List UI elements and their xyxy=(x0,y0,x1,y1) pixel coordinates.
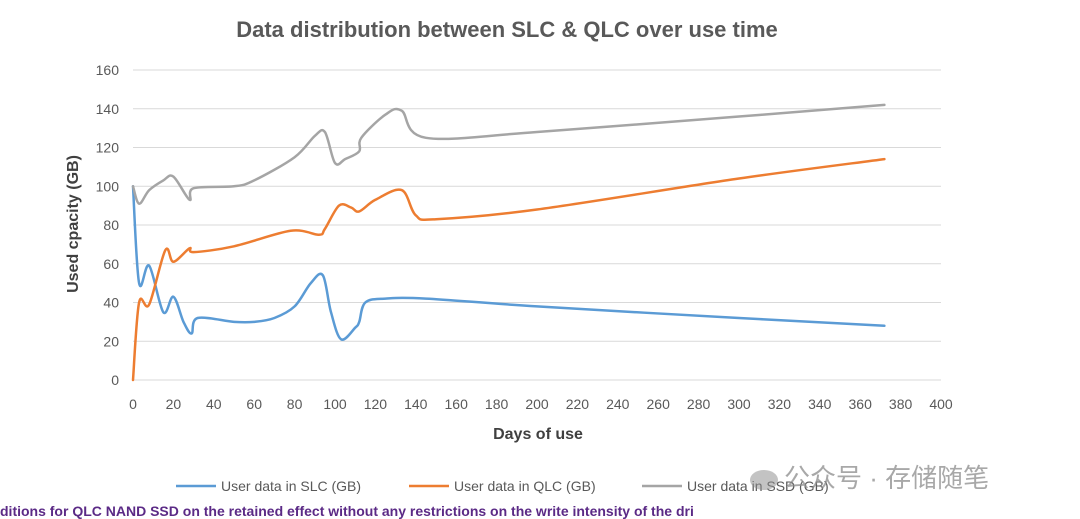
x-tick-label: 300 xyxy=(727,396,751,412)
x-tick-label: 100 xyxy=(323,396,347,412)
x-tick-label: 0 xyxy=(129,396,137,412)
y-tick-label: 60 xyxy=(103,256,119,272)
legend-label-qlc: User data in QLC (GB) xyxy=(454,478,596,494)
series-lines xyxy=(131,103,886,382)
series-line-qlc xyxy=(131,157,886,382)
y-tick-label: 20 xyxy=(103,333,119,349)
series-line-slc xyxy=(131,185,886,341)
x-tick-label: 20 xyxy=(166,396,182,412)
x-tick-label: 180 xyxy=(485,396,509,412)
x-tick-label: 40 xyxy=(206,396,222,412)
watermark-text: 公众号 · 存储随笔 xyxy=(784,463,990,493)
y-tick-label: 0 xyxy=(111,372,119,388)
x-tick-label: 340 xyxy=(808,396,832,412)
x-tick-label: 240 xyxy=(606,396,630,412)
legend: User data in SLC (GB) User data in QLC (G… xyxy=(176,478,829,494)
x-tick-label: 260 xyxy=(647,396,671,412)
y-tick-label: 100 xyxy=(96,178,120,194)
caption-text: ditions for QLC NAND SSD on the retained… xyxy=(0,503,694,519)
x-axis-label: Days of use xyxy=(493,426,583,443)
y-tick-label: 40 xyxy=(103,295,119,311)
x-tick-label: 220 xyxy=(566,396,590,412)
x-tick-label: 80 xyxy=(287,396,303,412)
y-axis-label: Used cpacity (GB) xyxy=(65,155,82,293)
y-tick-label: 140 xyxy=(96,101,120,117)
x-tick-label: 380 xyxy=(889,396,913,412)
wechat-icon xyxy=(750,470,778,491)
y-tick-label: 80 xyxy=(103,217,119,233)
x-tick-label: 120 xyxy=(364,396,388,412)
gridlines xyxy=(133,69,941,381)
x-tick-label: 400 xyxy=(929,396,953,412)
x-tick-label: 320 xyxy=(768,396,792,412)
x-tick-label: 140 xyxy=(404,396,428,412)
x-tick-label: 360 xyxy=(849,396,873,412)
x-axis-ticks: 0 20 40 60 80 100 120 140 160 180 200 220 240 260 280 3… xyxy=(129,396,953,412)
x-tick-label: 200 xyxy=(525,396,549,412)
x-tick-label: 160 xyxy=(445,396,469,412)
x-tick-label: 280 xyxy=(687,396,711,412)
x-tick-label: 60 xyxy=(246,396,262,412)
y-tick-label: 120 xyxy=(96,140,120,156)
series-line-ssd xyxy=(131,103,886,205)
y-tick-label: 160 xyxy=(96,62,120,78)
y-axis-ticks: 0 20 40 60 80 100 120 140 160 xyxy=(96,62,120,388)
watermark: 公众号 · 存储随笔 xyxy=(750,458,989,495)
legend-label-slc: User data in SLC (GB) xyxy=(221,478,361,494)
chart-title: Data distribution between SLC & QLC over… xyxy=(236,17,778,42)
